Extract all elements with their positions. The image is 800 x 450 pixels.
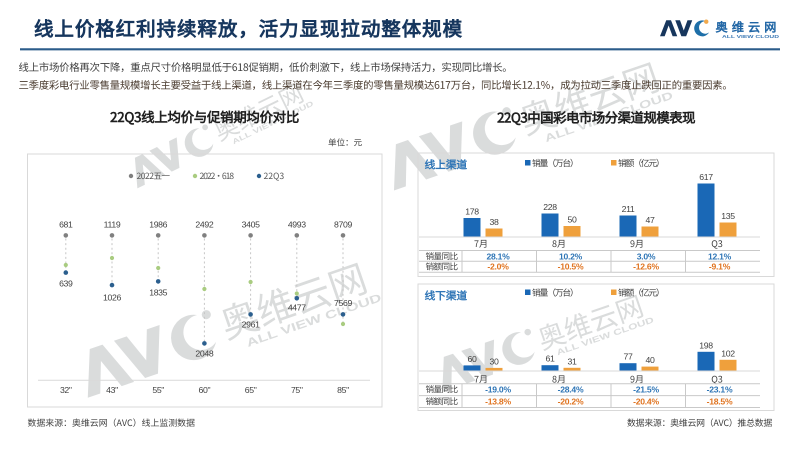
- svg-text:2048: 2048: [195, 349, 213, 359]
- svg-text:55": 55": [152, 385, 164, 395]
- svg-text:1026: 1026: [103, 293, 121, 303]
- svg-text:-13.8%: -13.8%: [485, 396, 511, 406]
- svg-text:40: 40: [646, 355, 655, 365]
- svg-text:60": 60": [199, 385, 211, 395]
- svg-text:-21.5%: -21.5%: [633, 384, 659, 394]
- svg-text:-20.2%: -20.2%: [558, 396, 584, 406]
- svg-text:-19.0%: -19.0%: [485, 384, 511, 394]
- svg-text:1986: 1986: [149, 220, 167, 230]
- svg-text:32": 32": [60, 385, 72, 395]
- svg-text:60: 60: [468, 354, 477, 364]
- svg-text:43": 43": [106, 385, 118, 395]
- svg-text:681: 681: [59, 220, 73, 230]
- svg-text:102: 102: [721, 348, 735, 358]
- svg-text:77: 77: [624, 352, 633, 362]
- svg-text:12.1%: 12.1%: [708, 251, 732, 261]
- svg-text:639: 639: [59, 279, 73, 289]
- svg-text:7569: 7569: [334, 298, 352, 308]
- svg-text:61: 61: [546, 354, 555, 364]
- svg-text:-2.0%: -2.0%: [487, 262, 509, 272]
- svg-text:-20.4%: -20.4%: [633, 396, 659, 406]
- svg-text:1835: 1835: [149, 288, 167, 298]
- svg-text:50: 50: [568, 215, 577, 225]
- svg-text:3405: 3405: [242, 220, 260, 230]
- svg-text:10.2%: 10.2%: [559, 251, 583, 261]
- svg-text:3.0%: 3.0%: [637, 251, 656, 261]
- svg-text:198: 198: [699, 340, 713, 350]
- svg-text:30: 30: [490, 356, 499, 366]
- svg-text:65": 65": [245, 385, 257, 395]
- svg-text:8709: 8709: [334, 220, 352, 230]
- svg-text:-18.5%: -18.5%: [707, 396, 733, 406]
- svg-text:85": 85": [337, 385, 349, 395]
- svg-text:228: 228: [543, 202, 557, 212]
- svg-text:31: 31: [568, 356, 577, 366]
- svg-text:178: 178: [465, 207, 479, 217]
- svg-text:2961: 2961: [242, 320, 260, 330]
- svg-text:211: 211: [622, 204, 635, 214]
- svg-text:-28.4%: -28.4%: [558, 384, 584, 394]
- svg-text:75": 75": [291, 385, 303, 395]
- svg-text:2492: 2492: [195, 220, 213, 230]
- svg-text:-9.1%: -9.1%: [709, 262, 731, 272]
- svg-text:617: 617: [699, 172, 713, 182]
- svg-text:38: 38: [490, 217, 499, 227]
- svg-text:-23.1%: -23.1%: [707, 384, 733, 394]
- svg-text:1119: 1119: [104, 220, 121, 230]
- svg-text:-10.5%: -10.5%: [558, 262, 584, 272]
- svg-text:135: 135: [721, 211, 735, 221]
- svg-text:28.1%: 28.1%: [486, 251, 510, 261]
- svg-text:ALL VIEW CLOUD: ALL VIEW CLOUD: [722, 34, 780, 39]
- svg-text:4477: 4477: [288, 303, 306, 313]
- svg-text:-12.6%: -12.6%: [633, 262, 659, 272]
- svg-text:4993: 4993: [288, 220, 306, 230]
- svg-text:47: 47: [646, 215, 655, 225]
